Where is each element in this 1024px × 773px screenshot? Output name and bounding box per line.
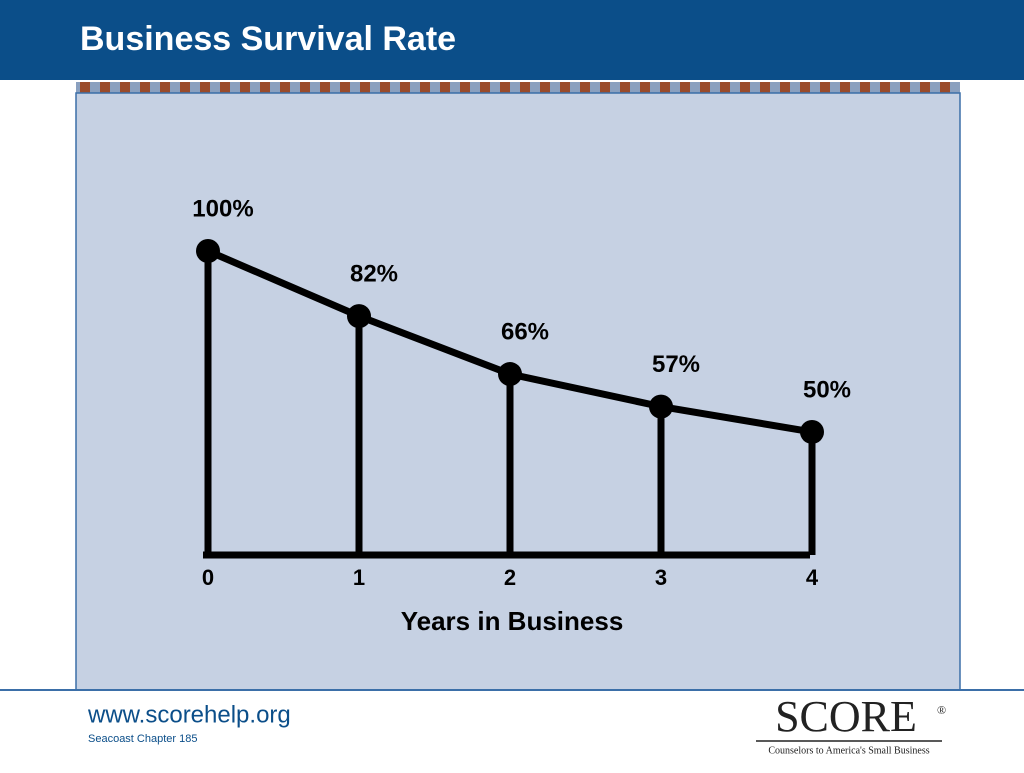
point xyxy=(347,304,371,329)
footer-url: www.scorehelp.org xyxy=(87,701,291,728)
footer-chapter: Seacoast Chapter 185 xyxy=(88,733,197,745)
point xyxy=(196,239,220,263)
point xyxy=(800,419,824,444)
value-label: 66% xyxy=(501,318,549,345)
point xyxy=(498,362,522,387)
value-label: 57% xyxy=(652,351,700,378)
x-tick-label: 1 xyxy=(353,565,365,590)
logo-tagline: Counselors to America's Small Business xyxy=(768,745,929,756)
value-label: 82% xyxy=(350,260,398,287)
logo-mark: ® xyxy=(937,703,946,717)
x-tick-label: 2 xyxy=(504,565,516,590)
x-tick-label: 0 xyxy=(202,565,214,590)
point xyxy=(649,394,673,419)
header-bar xyxy=(0,0,1024,80)
plot-panel xyxy=(75,92,961,691)
x-tick-label: 3 xyxy=(655,565,667,590)
logo: SCORE xyxy=(775,692,917,741)
chart-title: Business Survival Rate xyxy=(80,20,456,58)
value-label: 100% xyxy=(192,195,253,222)
x-tick-label: 4 xyxy=(806,565,819,590)
stripe xyxy=(76,82,960,93)
value-label: 50% xyxy=(803,376,851,403)
x-axis-label: Years in Business xyxy=(401,606,624,636)
